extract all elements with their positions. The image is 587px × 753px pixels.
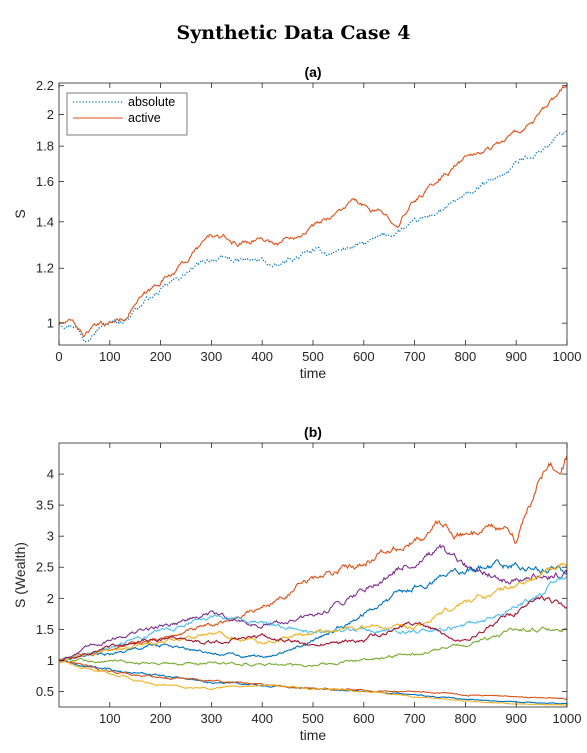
x-tick-label: 1000 [553,711,582,726]
series-line-path-1 [59,455,567,662]
panel-title: (a) [304,64,321,80]
legend-box [66,92,188,136]
series-line-path-10 [59,660,567,706]
x-tick-label: 700 [404,349,426,364]
series-line-path-3 [59,559,567,662]
x-tick-label: 100 [99,711,121,726]
x-tick-label: 500 [302,349,324,364]
series-line-path-7 [59,626,567,668]
legend-label-active: active [128,111,161,125]
x-tick-label: 800 [455,711,477,726]
y-tick-label: 1 [47,653,54,668]
series-line-path-6 [59,595,567,662]
x-tick-label: 400 [251,711,273,726]
x-tick-label: 200 [150,711,172,726]
x-tick-label: 200 [150,349,172,364]
y-axis-label: S [12,209,28,218]
x-tick-label: 600 [353,349,375,364]
x-tick-label: 600 [353,711,375,726]
y-tick-label: 2.5 [36,560,54,575]
y-tick-label: 0.5 [36,684,54,699]
series-line-path-5 [59,562,567,662]
y-tick-label: 1.8 [36,139,54,154]
x-tick-label: 0 [55,349,62,364]
series-line-absolute [59,129,567,343]
x-tick-label: 1000 [553,349,582,364]
x-tick-label: 800 [455,349,477,364]
y-tick-label: 1.4 [36,214,54,229]
panel-a: 0 100 200 300 400 500 600 700 800 900 1000 1 1.2 1.4 1… [12,64,581,381]
figure-title: Synthetic Data Case 4 [176,22,411,44]
y-axis-label: S (Wealth) [12,542,28,608]
series-line-path-2 [59,543,567,662]
y-tick-label: 1 [47,316,54,331]
series-line-path-4 [59,576,567,662]
y-tick-label: 1.2 [36,261,54,276]
x-tick-label: 400 [251,349,273,364]
x-tick-label: 300 [201,711,223,726]
x-tick-label: 900 [505,349,527,364]
legend-label-absolute: absolute [128,95,175,109]
y-tick-label: 4 [47,467,54,482]
y-tick-label: 3 [47,529,54,544]
x-tick-label: 300 [201,349,223,364]
x-tick-label: 700 [404,711,426,726]
series-line-path-9 [59,659,567,701]
y-tick-label: 3.5 [36,498,54,513]
x-tick-label: 900 [505,711,527,726]
y-tick-label: 2.2 [36,78,54,93]
series-line-path-8 [59,660,567,705]
x-tick-label: 500 [302,711,324,726]
y-tick-label: 2 [47,591,54,606]
y-tick-label: 1.5 [36,622,54,637]
series-line-active [59,84,567,338]
x-axis-label: time [300,727,327,743]
y-tick-label: 2 [47,107,54,122]
axes-box [58,442,568,708]
panel-b: 100 200 300 400 500 600 700 800 900 1000 0.5 1 1.5 2 2… [12,424,581,743]
x-axis-label: time [300,365,327,381]
panel-title: (b) [304,424,322,440]
x-tick-label: 100 [99,349,121,364]
y-tick-label: 1.6 [36,174,54,189]
